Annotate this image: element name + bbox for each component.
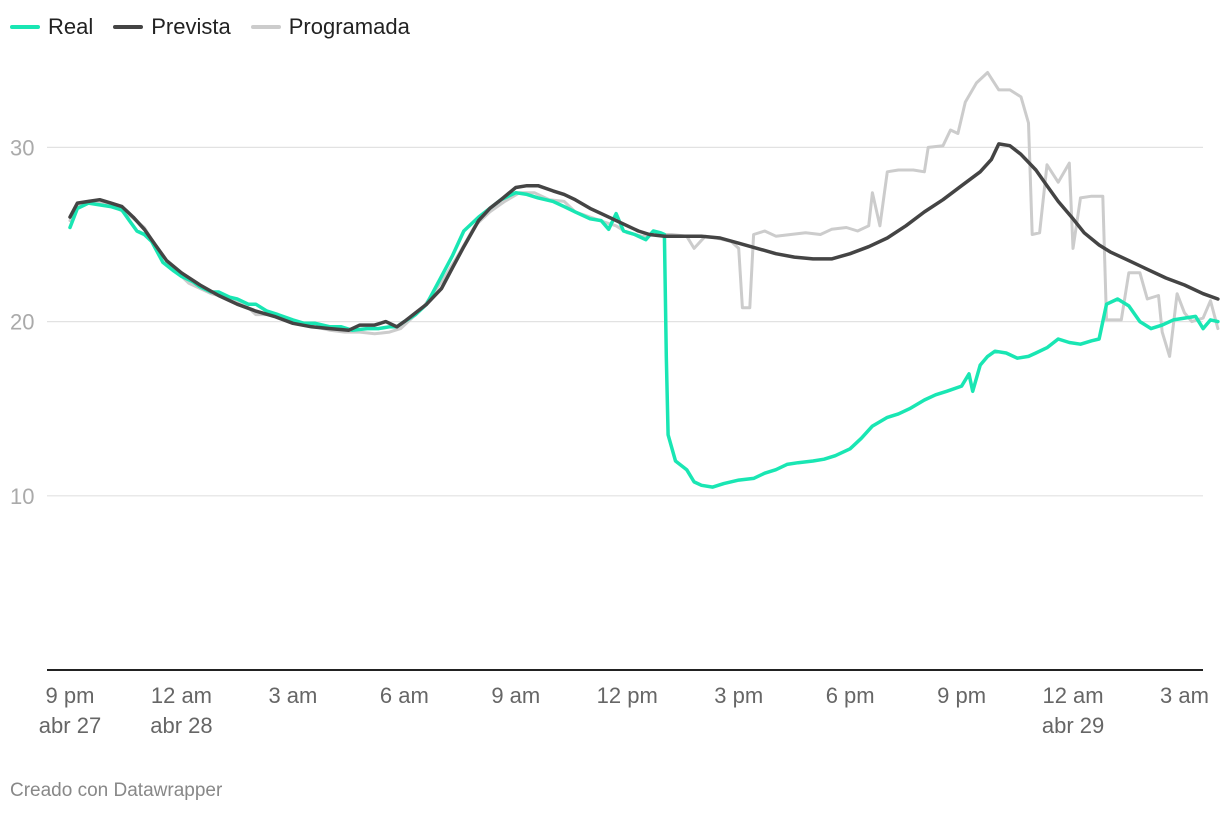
x-tick-label-3: 6 am [380,683,429,708]
x-tick-label-6: 3 pm [714,683,763,708]
footer-credit: Creado con Datawrapper [10,780,223,801]
x-tick-label-7: 6 pm [826,683,875,708]
x-tick-sublabel-1: abr 28 [150,713,212,738]
axis-layer: 10 20 30 9 pm abr 27 12 am abr 28 3 am 6 am 9 am 1… [10,135,1209,738]
legend-item-prevista[interactable]: Prevista [113,14,231,40]
legend-label-real: Real [48,14,94,39]
legend-item-programada[interactable]: Programada [250,14,410,40]
y-tick-label-30: 30 [10,135,34,160]
y-tick-label-10: 10 [10,484,34,509]
legend: Real Prevista Programada [10,14,430,40]
legend-swatch-prevista [113,25,144,29]
series-layer [68,71,1220,489]
y-tick-label-20: 20 [10,310,34,335]
x-tick-label-1: 12 am [151,683,212,708]
x-tick-label-2: 3 am [268,683,317,708]
series-line-prevista[interactable] [68,142,1220,333]
x-tick-label-4: 9 am [491,683,540,708]
x-tick-label-9: 12 am [1042,683,1103,708]
x-tick-label-10: 3 am [1160,683,1209,708]
x-tick-label-8: 9 pm [937,683,986,708]
legend-label-programada: Programada [288,14,410,39]
x-tick-label-5: 12 pm [597,683,658,708]
legend-swatch-programada [250,25,281,29]
x-tick-sublabel-9: abr 29 [1042,713,1104,738]
x-tick-sublabel-0: abr 27 [39,713,101,738]
legend-item-real[interactable]: Real [10,14,93,40]
legend-swatch-real [10,25,40,29]
x-tick-label-0: 9 pm [46,683,95,708]
series-line-real[interactable] [68,190,1220,489]
series-line-programada[interactable] [68,71,1220,358]
legend-label-prevista: Prevista [151,14,231,39]
